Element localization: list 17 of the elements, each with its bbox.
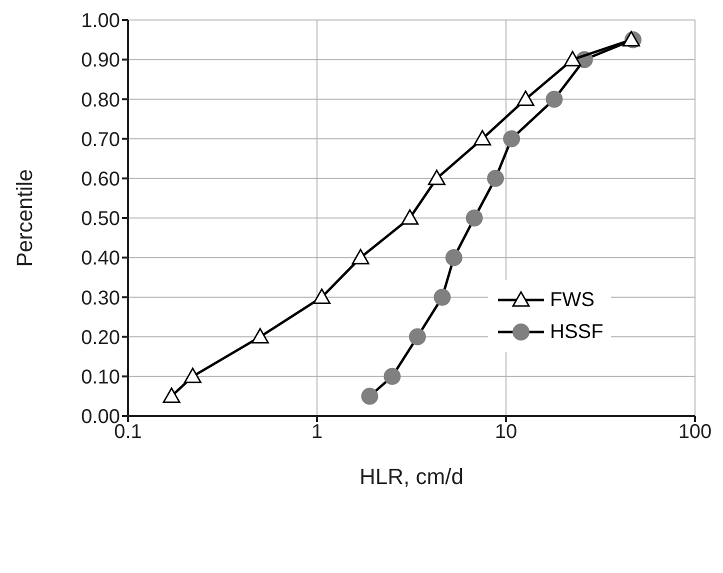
y-tick-label: 0.80 bbox=[81, 89, 120, 112]
y-tick-label: 0.40 bbox=[81, 248, 120, 270]
y-tick-label: 0.70 bbox=[81, 128, 120, 151]
y-axis-title: Percentile bbox=[12, 169, 37, 267]
x-axis-title: HLR, cm/d bbox=[360, 464, 464, 489]
y-tick-label: 0.30 bbox=[81, 287, 120, 310]
x-tick-label: 100 bbox=[678, 421, 712, 444]
y-tick-label: 0.10 bbox=[81, 366, 120, 388]
y-tick-label: 0.90 bbox=[81, 50, 120, 72]
x-tick-label: 10 bbox=[494, 421, 518, 444]
legend-label: HSSF bbox=[550, 320, 604, 344]
y-tick-label: 0.50 bbox=[81, 208, 120, 230]
y-tick-label: 0.60 bbox=[81, 168, 120, 190]
x-tick-label: 1 bbox=[311, 421, 323, 444]
y-tick-label: 1.00 bbox=[81, 10, 120, 32]
y-tick-label: 0.20 bbox=[81, 326, 120, 349]
legend-label: FWS bbox=[550, 288, 594, 312]
